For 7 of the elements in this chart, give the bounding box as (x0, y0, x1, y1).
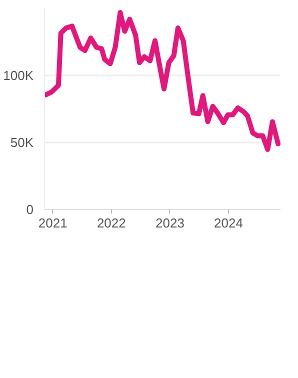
x-tick-label: 2022 (96, 216, 126, 230)
y-tick-label: 100K (3, 68, 34, 83)
x-tick-label: 2021 (38, 216, 68, 230)
y-tick-label: 0 (26, 202, 34, 217)
x-tick-label: 2023 (156, 216, 184, 230)
x-tick-label: 2024 (214, 216, 243, 230)
y-tick-label: 50K (10, 135, 34, 150)
